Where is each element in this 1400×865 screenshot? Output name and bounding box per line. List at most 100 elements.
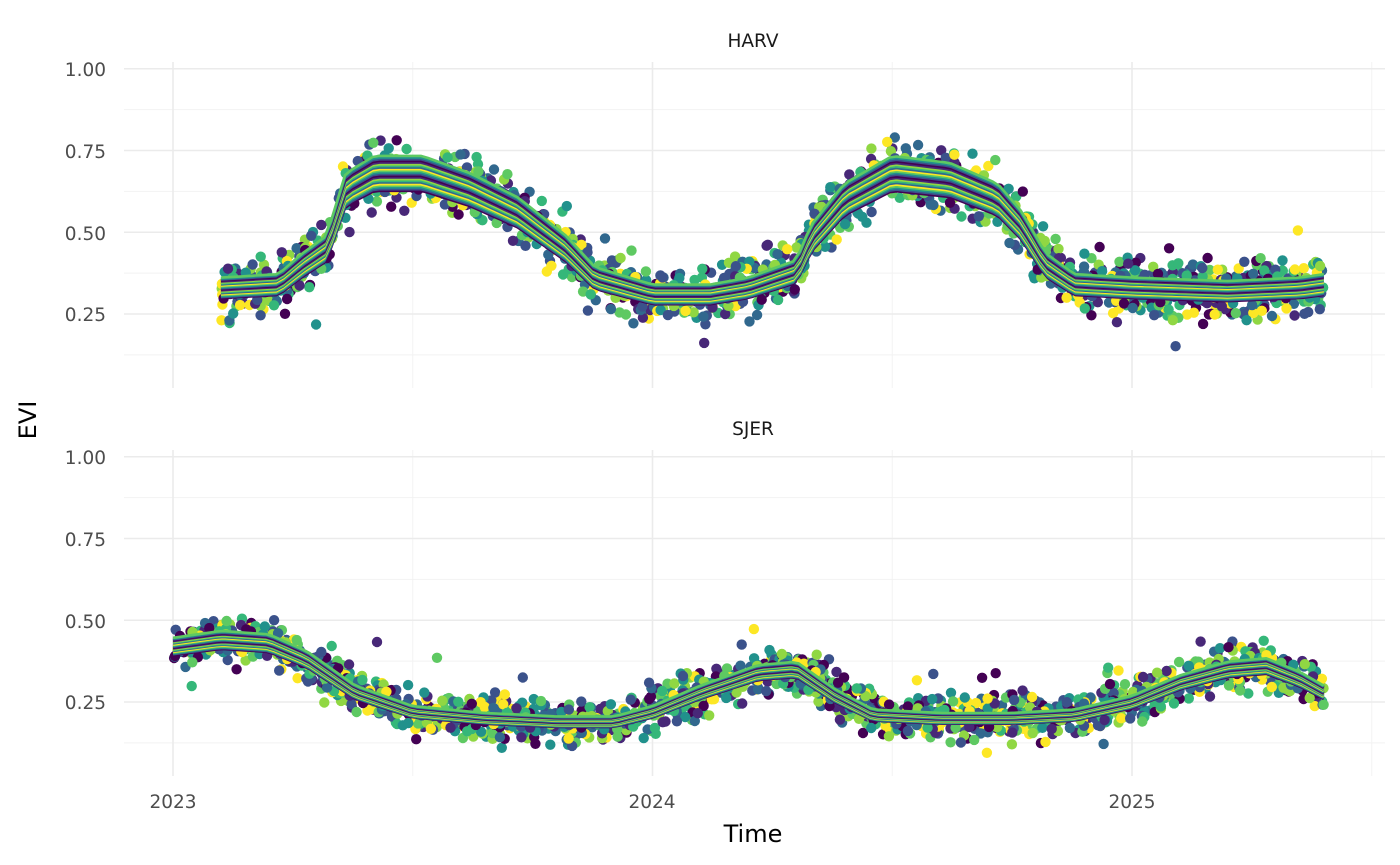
observation-point [1246,299,1258,311]
observation-point [945,737,956,748]
observation-point [402,679,414,691]
observation-point [471,151,482,163]
observation-point [498,699,509,710]
observation-point [640,266,652,277]
observation-point [704,710,715,721]
panel-title-sjer: SJER [732,419,774,440]
observation-point [711,663,722,674]
observation-point [857,727,869,739]
y-axis-title: EVI [14,401,42,440]
observation-point [1008,694,1020,706]
observation-point [1289,264,1301,275]
observation-point [889,132,900,143]
observation-point [1152,268,1164,280]
gridlines [124,450,1385,776]
observation-point [698,700,709,712]
observation-point [626,245,637,256]
observation-point [894,192,905,203]
observation-point [1248,268,1259,279]
observation-point [276,247,287,258]
observation-point [344,226,355,238]
observation-point [832,677,844,688]
observation-point [479,701,490,713]
observation-point [1170,341,1181,352]
observation-point [1079,248,1090,259]
observation-point [316,219,327,231]
x-tick-label-2023: 2023 [149,792,196,813]
observation-point [1046,723,1057,735]
observation-point [310,319,322,330]
observation-point [1130,257,1142,268]
observation-point [1168,698,1180,709]
observation-point [1125,713,1136,724]
observation-point [1223,642,1234,653]
observation-point [1006,739,1018,750]
x-tick-label-2025: 2025 [1108,792,1155,813]
observation-point [789,284,800,295]
observation-point [671,716,683,727]
observation-point [1209,309,1220,320]
observation-point [255,251,266,262]
observation-point [730,261,742,272]
observation-point [637,301,648,312]
observation-point [431,652,443,663]
observation-point [584,702,595,713]
observation-point [1256,305,1268,316]
observation-point [455,149,466,160]
observation-point [268,615,280,626]
observation-point [655,304,666,316]
observation-point [1255,253,1266,264]
observation-point [371,636,383,648]
observation-point [936,145,947,156]
observation-point [699,337,710,349]
observation-point [1258,635,1269,646]
observation-point [748,623,760,635]
observation-point [1216,301,1228,312]
observation-point [386,201,397,212]
observation-point [502,169,513,180]
observation-point [657,272,668,283]
observation-point [605,303,617,315]
observation-point [839,218,851,230]
observation-point [1137,716,1148,727]
observation-point [1259,265,1270,276]
observation-point [912,139,924,151]
observation-point [605,699,617,710]
observation-point [1050,233,1061,245]
observation-point [1118,298,1130,309]
observation-point [1195,636,1206,647]
observation-point [294,280,305,291]
observation-point [259,621,270,632]
observation-point [721,692,732,704]
observation-point [403,717,414,729]
observation-point [736,639,747,650]
observation-point [949,149,960,160]
observation-point [343,659,355,670]
observation-point [982,693,993,704]
observation-point [983,160,994,172]
observation-point [1149,310,1160,321]
observation-point [1099,714,1110,726]
observation-point [499,689,510,700]
observation-point [326,640,337,652]
observation-point [861,217,872,228]
observation-point [222,263,234,274]
ensemble-line [220,154,1324,286]
observation-point [1214,643,1226,654]
observation-point [1161,665,1172,677]
observation-point [1017,685,1028,696]
observation-point [1298,263,1310,274]
observation-point [831,666,842,678]
observation-point [381,686,392,697]
observation-point [535,695,547,707]
observation-point [761,240,772,251]
y-tick-label: 0.50 [65,224,106,245]
observation-point [1188,307,1200,318]
observation-point [1064,722,1076,734]
observation-point [813,696,824,707]
observation-point [536,195,547,207]
observation-point [735,660,746,671]
observation-point [437,695,448,706]
observation-point [466,698,477,709]
